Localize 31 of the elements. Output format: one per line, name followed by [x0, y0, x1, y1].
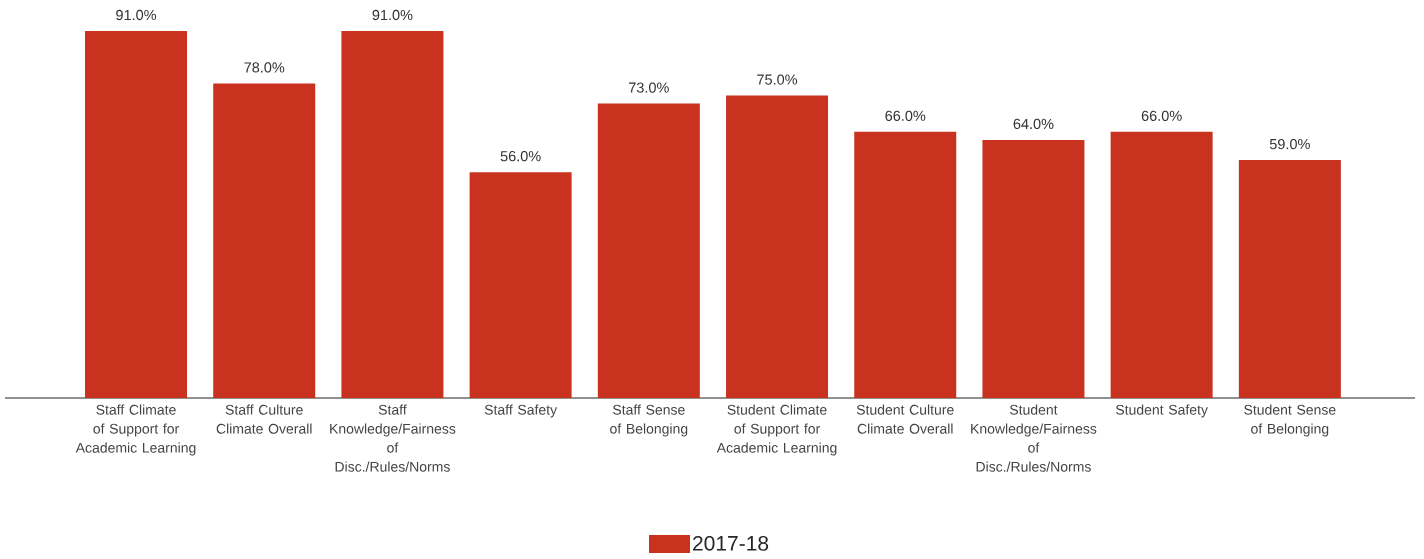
bar [597, 103, 700, 398]
data-label: 56.0% [500, 151, 541, 162]
bar [469, 172, 572, 398]
bar [854, 131, 957, 398]
data-label: 78.0% [244, 62, 285, 73]
bar [1238, 160, 1341, 398]
bar [726, 95, 829, 398]
data-label: 91.0% [116, 9, 157, 21]
data-label: 73.0% [629, 82, 669, 93]
data-label: 64.0% [1013, 118, 1054, 130]
bar [982, 139, 1085, 398]
data-label: 66.0% [1141, 110, 1182, 121]
x-tick-label: Student Culture Climate Overall [856, 404, 954, 434]
data-label: 59.0% [1269, 138, 1310, 150]
x-tick-label: Staff Sense of Belonging [610, 404, 688, 437]
x-tick-label: Student Knowledge/Fairness of Disc./Rules/Norms [971, 404, 1097, 472]
data-label: 75.0% [757, 74, 798, 85]
bar [1110, 131, 1213, 398]
legend-label: 2017-18 [693, 535, 769, 551]
bar [341, 31, 444, 398]
x-tick-label: Student Climate of Support for Academic Learning [716, 404, 837, 456]
x-tick-label: Staff Knowledge/Fairness of Disc./Rules/Norms [330, 404, 456, 472]
x-tick-label: Student Sense of Belonging [1244, 404, 1336, 437]
data-label: 91.0% [372, 9, 413, 21]
data-label: 66.0% [885, 110, 926, 121]
x-tick-label: Staff Safety [484, 404, 558, 418]
x-tick-label: Staff Culture Climate Overall [216, 404, 312, 434]
bar [85, 31, 188, 398]
x-tick-label: Student Safety [1115, 404, 1208, 418]
x-tick-label: Staff Climate of Support for Academic Learning [75, 404, 196, 456]
bar [213, 83, 316, 398]
